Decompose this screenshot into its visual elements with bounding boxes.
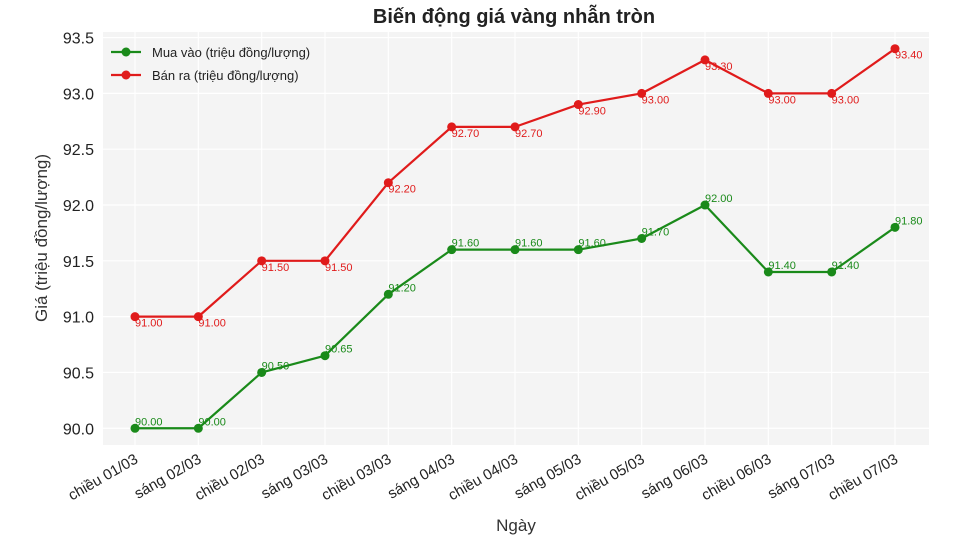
data-label: 90.00 — [135, 416, 163, 428]
chart-title: Biến động giá vàng nhẫn tròn — [373, 4, 655, 28]
x-tick-label: sáng 07/03 — [765, 451, 838, 503]
data-point — [700, 55, 710, 65]
data-label: 91.00 — [135, 318, 163, 330]
data-point — [890, 44, 900, 54]
data-point — [257, 367, 267, 377]
data-label: 93.40 — [895, 50, 923, 62]
x-tick-label: chiều 05/03 — [572, 451, 648, 505]
data-point — [130, 312, 140, 322]
data-point — [700, 200, 710, 210]
data-point — [827, 88, 837, 98]
data-label: 91.60 — [515, 238, 543, 250]
x-axis-label: Ngày — [496, 516, 536, 535]
y-tick-label: 93.5 — [63, 31, 94, 48]
data-point — [447, 245, 457, 255]
data-point — [257, 256, 267, 266]
data-label: 91.00 — [198, 318, 226, 330]
x-tick-label: chiều 01/03 — [65, 451, 141, 505]
legend-swatch-marker — [121, 47, 131, 57]
data-label: 91.80 — [895, 215, 923, 227]
x-tick-label: sáng 03/03 — [258, 451, 331, 503]
data-label: 91.60 — [452, 238, 480, 250]
data-point — [193, 423, 203, 433]
data-label: 91.60 — [578, 238, 606, 250]
data-point — [637, 88, 647, 98]
x-tick-label: sáng 04/03 — [385, 451, 458, 503]
data-label: 92.00 — [705, 193, 733, 205]
data-label: 92.70 — [452, 128, 480, 140]
data-point — [383, 289, 393, 299]
data-point — [510, 122, 520, 132]
data-point — [130, 423, 140, 433]
x-tick-label: chiều 02/03 — [192, 451, 268, 505]
data-label: 91.20 — [388, 282, 416, 294]
data-point — [890, 222, 900, 232]
data-label: 93.00 — [642, 94, 670, 106]
data-label: 91.70 — [642, 227, 670, 239]
y-tick-label: 92.5 — [63, 142, 94, 159]
data-point — [383, 178, 393, 188]
data-label: 91.50 — [325, 262, 353, 274]
data-label: 90.50 — [262, 360, 290, 372]
y-tick-label: 90.5 — [63, 365, 94, 382]
data-label: 91.50 — [262, 262, 290, 274]
x-tick-label: chiều 07/03 — [825, 451, 901, 505]
data-point — [447, 122, 457, 132]
legend: Mua vào (triệu đồng/lượng) Bán ra (triệu … — [111, 45, 310, 83]
data-point — [763, 267, 773, 277]
x-tick-label: sáng 06/03 — [638, 451, 711, 503]
data-point — [510, 245, 520, 255]
y-axis-ticks: 90.0 90.5 91.0 91.5 92.0 92.5 93.0 93.5 — [63, 31, 94, 439]
data-point — [320, 351, 330, 361]
data-point — [763, 88, 773, 98]
x-tick-label: sáng 02/03 — [132, 451, 205, 503]
x-tick-label: sáng 05/03 — [512, 451, 585, 503]
series-lines: 90.00 90.00 90.50 90.65 91.20 91.60 91.60 91.60… — [130, 44, 923, 433]
x-tick-label: chiều 03/03 — [319, 451, 395, 505]
data-point — [573, 245, 583, 255]
y-tick-label: 93.0 — [63, 86, 94, 103]
y-tick-label: 90.0 — [63, 421, 94, 438]
data-label: 90.65 — [325, 344, 353, 356]
y-tick-label: 91.0 — [63, 310, 94, 327]
data-label: 92.90 — [578, 106, 606, 118]
y-tick-label: 92.0 — [63, 198, 94, 215]
data-point — [827, 267, 837, 277]
data-label: 90.00 — [198, 416, 226, 428]
data-label: 91.40 — [832, 260, 860, 272]
data-label: 93.30 — [705, 61, 733, 73]
data-label: 93.00 — [768, 94, 796, 106]
data-point — [573, 100, 583, 110]
legend-entry-label: Mua vào (triệu đồng/lượng) — [152, 45, 310, 60]
data-point — [637, 234, 647, 243]
data-label: 92.70 — [515, 128, 543, 140]
y-tick-label: 91.5 — [63, 254, 94, 271]
x-tick-label: chiều 06/03 — [699, 451, 775, 505]
legend-entry-label: Bán ra (triệu đồng/lượng) — [152, 68, 299, 83]
y-axis-label: Giá (triệu đồng/lượng) — [32, 154, 51, 322]
data-point — [193, 312, 203, 322]
x-tick-label: chiều 04/03 — [445, 451, 521, 505]
data-label: 91.40 — [768, 260, 796, 272]
plot-background — [103, 32, 929, 445]
data-label: 92.20 — [388, 184, 416, 196]
data-point — [320, 256, 330, 266]
legend-swatch-marker — [121, 70, 131, 80]
data-label: 93.00 — [832, 94, 860, 106]
